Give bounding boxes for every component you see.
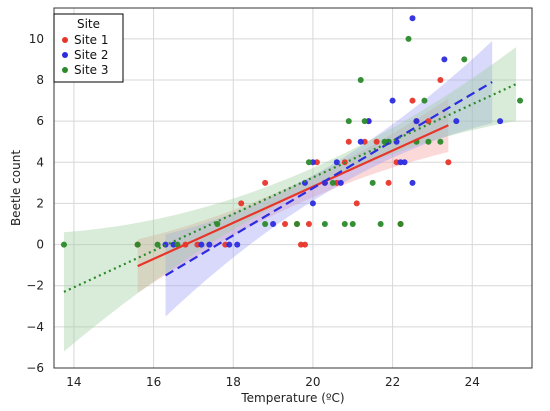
x-tick-label: 22 xyxy=(385,375,400,389)
y-tick-labels: −6 −4 −2 0 2 4 6 8 10 xyxy=(26,32,44,375)
data-point-series-2 xyxy=(333,159,340,166)
data-point-series-2 xyxy=(301,179,308,186)
data-point-series-2 xyxy=(234,241,241,248)
data-point-series-2 xyxy=(270,221,277,227)
legend-marker-series-3 xyxy=(62,67,68,73)
data-point-series-3 xyxy=(154,241,161,248)
data-point-series-3 xyxy=(425,138,432,145)
data-point-series-3 xyxy=(397,221,404,227)
data-point-series-1 xyxy=(305,221,312,227)
data-point-series-3 xyxy=(134,241,141,248)
data-point-series-2 xyxy=(453,118,460,125)
fit-line-series-3 xyxy=(63,83,517,293)
y-tick-label: −4 xyxy=(26,320,44,334)
data-point-series-3 xyxy=(305,159,312,166)
y-tick-label: 6 xyxy=(36,114,44,128)
grid xyxy=(54,8,532,369)
x-tick-label: 24 xyxy=(465,375,480,389)
data-point-series-1 xyxy=(373,138,380,145)
fit-lines xyxy=(63,81,517,293)
legend-marker-series-1 xyxy=(62,37,68,43)
data-point-series-1 xyxy=(409,97,416,104)
data-point-series-2 xyxy=(389,97,396,104)
data-point-series-1 xyxy=(353,200,360,207)
y-tick-label: −2 xyxy=(26,279,44,293)
data-point-series-3 xyxy=(329,179,336,186)
data-point-series-3 xyxy=(60,241,67,248)
data-point-series-3 xyxy=(262,221,269,227)
y-tick-label: −6 xyxy=(26,361,44,375)
y-tick-label: 2 xyxy=(36,196,44,210)
data-point-series-3 xyxy=(321,221,328,227)
data-point-series-2 xyxy=(409,179,416,186)
data-point-series-1 xyxy=(345,138,352,145)
plot-frame xyxy=(53,7,533,369)
x-tick-label: 20 xyxy=(305,375,320,389)
data-point-series-2 xyxy=(357,138,364,145)
x-tick-label: 16 xyxy=(146,375,161,389)
y-axis-title: Beetle count xyxy=(9,150,23,226)
legend-label-series-3: Site 3 xyxy=(74,63,109,77)
y-tick-label: 8 xyxy=(36,73,44,87)
confidence-band-series-3 xyxy=(63,47,517,352)
data-point-series-3 xyxy=(174,241,181,248)
data-point-series-3 xyxy=(345,118,352,125)
data-point-series-1 xyxy=(301,241,308,248)
legend-label-series-2: Site 2 xyxy=(74,48,109,62)
data-point-series-2 xyxy=(226,241,233,248)
data-point-series-1 xyxy=(262,179,269,186)
data-point-series-3 xyxy=(293,221,300,227)
data-point-series-1 xyxy=(445,159,452,166)
legend-marker-series-2 xyxy=(62,52,68,58)
data-point-series-1 xyxy=(282,221,289,227)
y-tick-label: 10 xyxy=(29,32,44,46)
data-point-series-2 xyxy=(413,118,420,125)
legend-label-series-1: Site 1 xyxy=(74,33,109,47)
data-point-series-3 xyxy=(461,56,468,63)
data-point-series-2 xyxy=(497,118,504,125)
fit-line-series-2 xyxy=(164,81,493,277)
data-point-series-2 xyxy=(409,15,416,22)
data-point-series-3 xyxy=(405,35,412,42)
data-point-series-1 xyxy=(385,179,392,186)
data-point-series-3 xyxy=(377,221,384,227)
data-point-series-2 xyxy=(441,56,448,63)
fit-line-series-1 xyxy=(137,124,449,268)
legend-title: Site xyxy=(77,17,100,31)
data-point-series-3 xyxy=(369,179,376,186)
data-point-series-3 xyxy=(341,221,348,227)
data-point-series-2 xyxy=(206,241,213,248)
y-tick-label: 4 xyxy=(36,155,44,169)
data-point-series-3 xyxy=(437,138,444,145)
data-point-series-2 xyxy=(162,241,169,248)
data-point-series-2 xyxy=(401,159,408,166)
y-tick-label: 0 xyxy=(36,238,44,252)
x-tick-label: 14 xyxy=(66,375,81,389)
data-point-series-3 xyxy=(517,97,524,104)
data-point-series-3 xyxy=(421,97,428,104)
data-point-series-3 xyxy=(349,221,356,227)
data-point-series-3 xyxy=(361,118,368,125)
x-tick-labels: 14 16 18 20 22 24 xyxy=(66,375,480,389)
data-point-series-2 xyxy=(309,200,316,207)
data-point-series-1 xyxy=(238,200,245,207)
data-point-series-1 xyxy=(437,77,444,83)
data-point-series-2 xyxy=(337,179,344,186)
x-axis-title: Temperature (ºC) xyxy=(240,391,344,405)
data-point-series-3 xyxy=(357,77,364,83)
data-point-series-2 xyxy=(198,241,205,248)
x-tick-label: 18 xyxy=(226,375,241,389)
